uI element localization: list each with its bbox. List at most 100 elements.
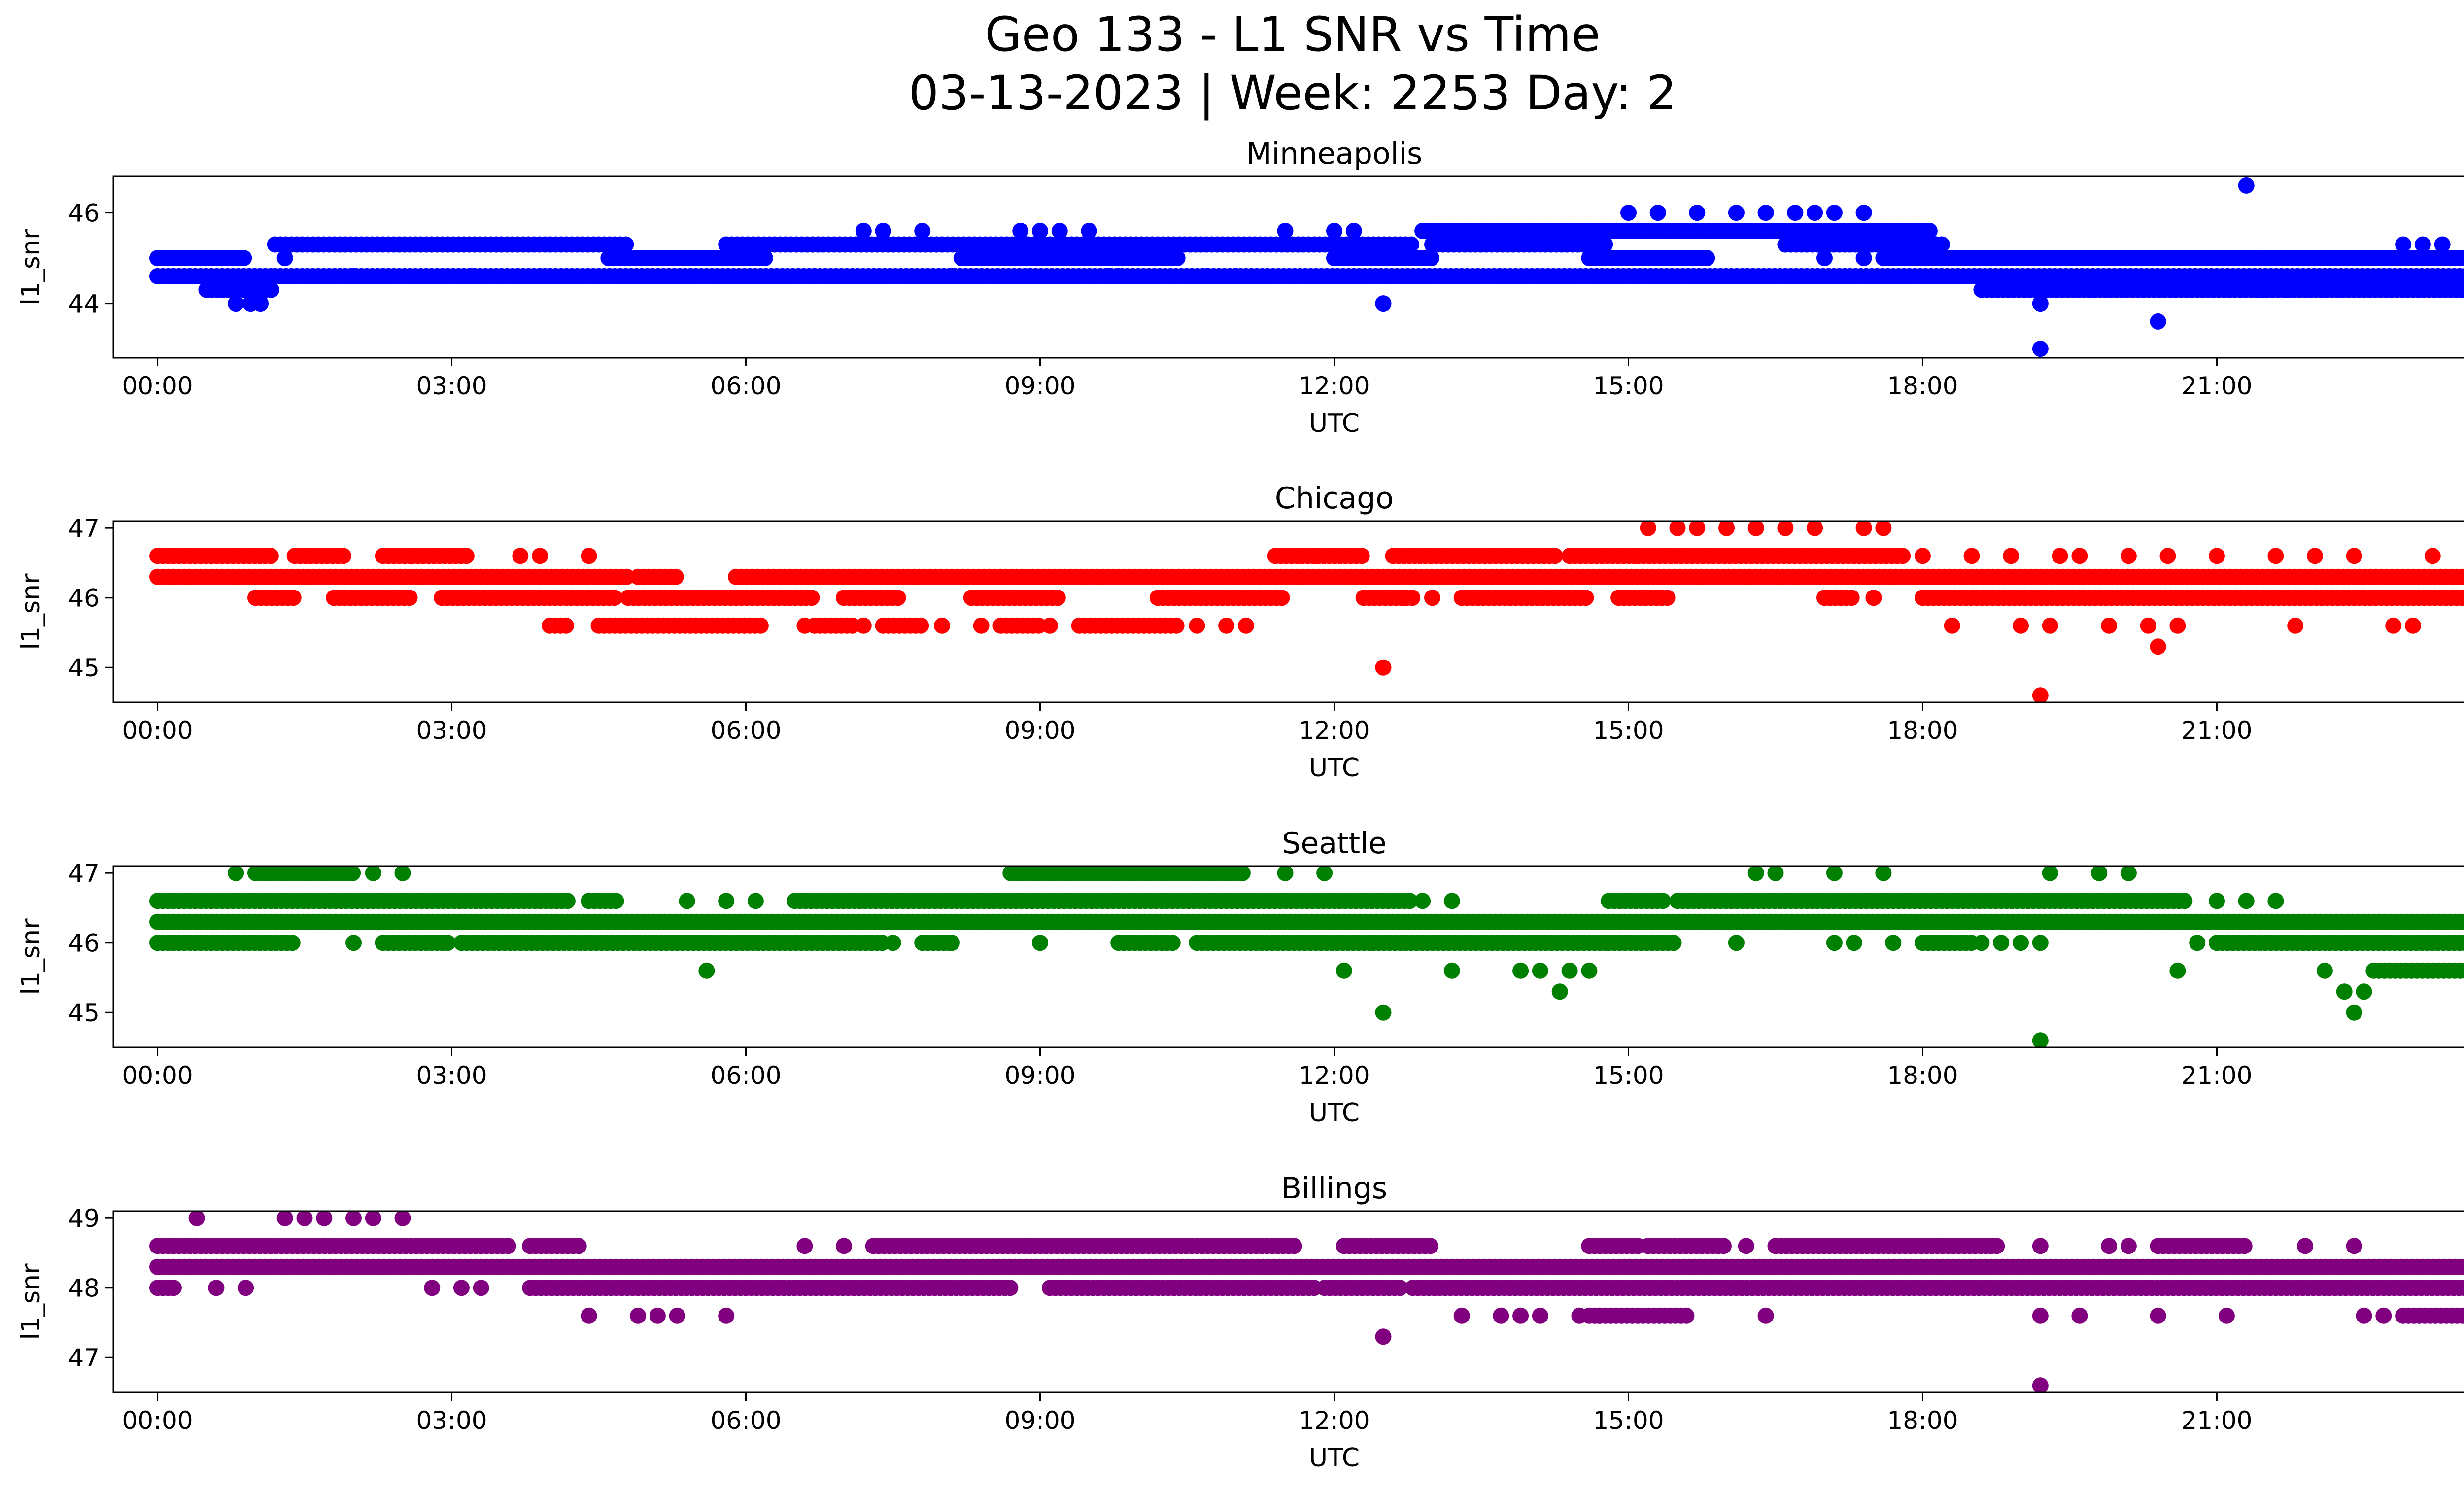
x-tick-label: 06:00 — [710, 1061, 781, 1090]
data-point — [344, 866, 361, 881]
x-axis-label: UTC — [1309, 1098, 1360, 1128]
data-point — [2277, 281, 2294, 298]
data-point — [608, 893, 624, 909]
data-point — [2287, 617, 2304, 634]
data-point — [1168, 617, 1185, 634]
data-point — [1237, 617, 1254, 634]
data-point — [2150, 1307, 2166, 1324]
data-point — [1512, 962, 1529, 979]
data-point — [228, 295, 244, 312]
data-point — [1049, 590, 1066, 606]
data-point — [679, 893, 695, 909]
data-point — [1885, 250, 1902, 267]
figure-title-line-1: Geo 133 - L1 SNR vs Time — [985, 7, 1601, 62]
data-point — [2462, 938, 2464, 948]
data-point — [1728, 205, 1745, 221]
data-point — [365, 1211, 381, 1226]
data-point — [1807, 521, 1823, 536]
data-point — [1403, 236, 1420, 253]
data-point — [1032, 935, 1048, 951]
y-tick-label: 45 — [68, 654, 100, 682]
data-point — [1597, 236, 1613, 253]
data-point — [2458, 250, 2464, 266]
data-point — [1277, 866, 1294, 881]
data-point — [1787, 205, 1804, 221]
data-point — [2316, 962, 2333, 979]
data-point — [1306, 548, 1323, 564]
x-tick-label: 00:00 — [122, 1406, 193, 1435]
data-point — [2176, 893, 2193, 909]
subplot-title: Seattle — [1282, 826, 1386, 861]
y-tick-label: 48 — [68, 1274, 100, 1303]
data-point — [2120, 548, 2137, 564]
data-point — [2150, 638, 2166, 655]
scatter-series — [149, 1211, 2464, 1392]
data-point — [1286, 1238, 1302, 1254]
data-point — [1277, 222, 1294, 239]
data-point — [296, 1211, 313, 1226]
data-point — [228, 866, 244, 881]
data-point — [453, 1280, 470, 1296]
data-point — [2346, 548, 2362, 564]
data-point — [1640, 521, 1656, 536]
data-point — [2385, 617, 2402, 634]
data-point — [2061, 250, 2078, 267]
data-point — [365, 866, 381, 881]
data-point — [2267, 548, 2284, 564]
y-tick-label: 47 — [68, 859, 100, 888]
point-band — [2365, 962, 2464, 979]
data-point — [581, 1307, 597, 1324]
y-axis-label: l1_snr — [16, 229, 46, 306]
x-tick-label: 12:00 — [1299, 1406, 1369, 1435]
y-tick-label: 46 — [68, 584, 100, 613]
point-band — [542, 617, 1185, 634]
data-point — [1273, 590, 1290, 606]
data-point — [2457, 268, 2464, 284]
data-point — [1649, 205, 1666, 221]
data-point — [2297, 1238, 2314, 1254]
data-point — [973, 617, 990, 634]
data-point — [890, 590, 906, 606]
data-point — [1826, 866, 1843, 881]
x-tick-label: 09:00 — [1004, 1061, 1075, 1090]
data-point — [1375, 1004, 1392, 1021]
data-point — [2091, 866, 2108, 881]
data-point — [2457, 963, 2464, 979]
point-band — [149, 1280, 2464, 1296]
data-point — [1865, 590, 1882, 606]
data-point — [1022, 268, 1039, 284]
data-point — [1041, 617, 1058, 634]
data-point — [1885, 935, 1902, 951]
data-point — [1846, 935, 1862, 951]
data-point — [2003, 548, 2019, 564]
data-point — [1875, 866, 1892, 881]
data-point — [2209, 548, 2225, 564]
y-tick-label: 49 — [68, 1204, 100, 1233]
point-band — [149, 250, 2464, 267]
data-point — [1747, 866, 1764, 881]
data-point — [1757, 1307, 1774, 1324]
data-point — [424, 1280, 441, 1296]
point-band — [1414, 222, 1938, 239]
data-point — [1051, 222, 1068, 239]
data-point — [2434, 236, 2451, 253]
data-point — [2346, 1238, 2362, 1254]
data-point — [669, 1307, 685, 1324]
point-band — [267, 236, 1950, 253]
data-point — [617, 236, 634, 253]
data-point — [2150, 313, 2166, 330]
data-point — [836, 1238, 852, 1254]
data-point — [1228, 268, 1244, 284]
x-tick-label: 00:00 — [122, 1061, 193, 1090]
data-point — [1375, 1328, 1392, 1345]
point-band — [247, 866, 1251, 881]
data-point — [2459, 590, 2464, 605]
x-tick-label: 03:00 — [416, 1061, 487, 1090]
data-point — [1747, 521, 1764, 536]
data-point — [1345, 222, 1362, 239]
data-point — [1689, 205, 1706, 221]
data-point — [276, 1211, 293, 1226]
y-tick-label: 44 — [68, 290, 100, 318]
data-point — [2307, 548, 2323, 564]
